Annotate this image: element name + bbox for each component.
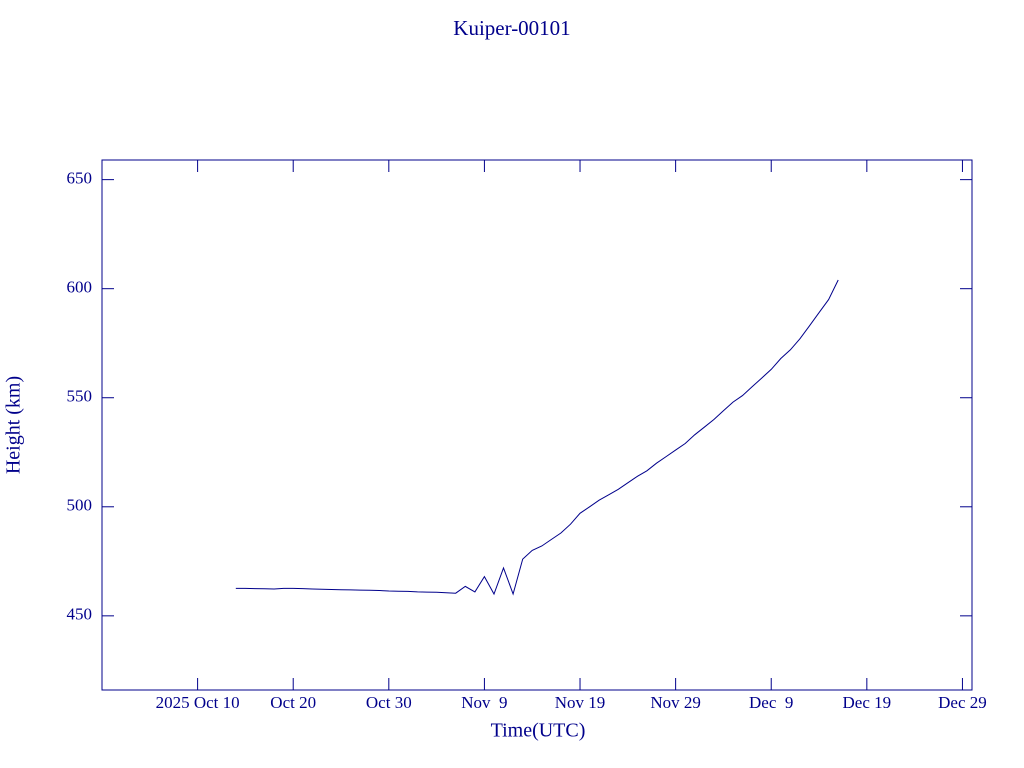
y-tick-label: 450 (67, 605, 93, 624)
y-axis-label: Height (km) (3, 376, 25, 474)
y-tick-label: 550 (67, 387, 93, 406)
x-tick-label: Oct 30 (366, 693, 412, 712)
x-tick-label: Nov 9 (461, 693, 507, 712)
plot-frame (101, 159, 973, 691)
x-tick-label: Dec 9 (749, 693, 793, 712)
x-tick-label: 2025 Oct 10 (156, 693, 240, 712)
chart-title: Kuiper-00101 (453, 16, 570, 40)
y-tick-label: 500 (67, 496, 93, 515)
y-tick-label: 650 (67, 169, 93, 188)
x-tick-label: Nov 19 (555, 693, 606, 712)
x-tick-label: Oct 20 (270, 693, 316, 712)
x-tick-label: Dec 19 (843, 693, 892, 712)
x-axis-label: Time(UTC) (491, 720, 586, 742)
x-tick-label: Nov 29 (650, 693, 701, 712)
y-tick-label: 600 (67, 278, 93, 297)
data-line (235, 279, 839, 596)
x-tick-label: Dec 29 (938, 693, 987, 712)
